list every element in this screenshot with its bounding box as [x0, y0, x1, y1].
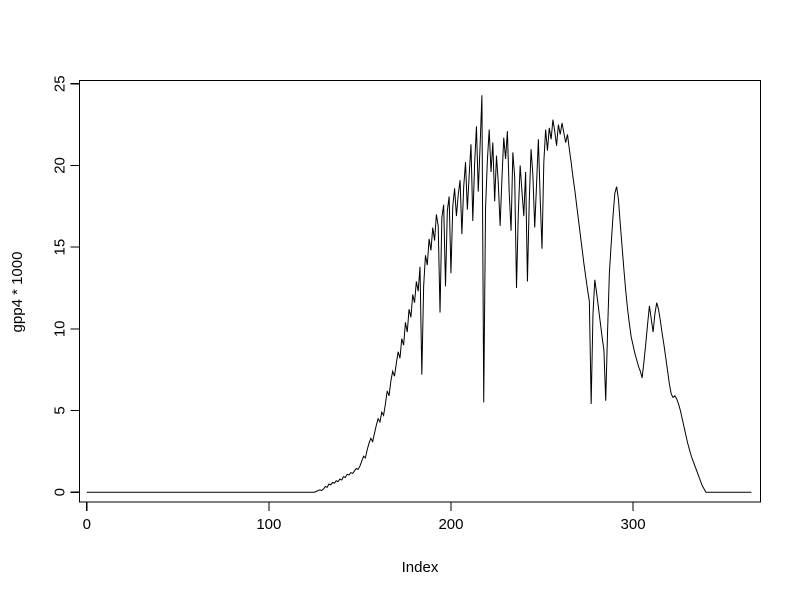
x-tick-label: 100	[256, 516, 281, 533]
y-tick-label: 0	[52, 488, 69, 496]
y-tick-label: 10	[52, 320, 69, 337]
y-tick-label: 25	[52, 75, 69, 92]
x-axis-title: Index	[402, 559, 439, 576]
data-series-line	[86, 95, 752, 493]
x-axis: 0 100 200 300	[83, 502, 646, 533]
y-axis: 0 5 10 15 20 25	[52, 75, 80, 496]
x-tick-label: 0	[83, 516, 91, 533]
x-tick-label: 300	[621, 516, 646, 533]
y-tick-label: 20	[52, 157, 69, 174]
y-tick-label: 15	[52, 239, 69, 256]
x-tick-label: 200	[438, 516, 463, 533]
plot-box	[78, 79, 762, 503]
y-tick-label: 5	[52, 406, 69, 414]
y-axis-title: gpp4 * 1000	[9, 252, 26, 333]
